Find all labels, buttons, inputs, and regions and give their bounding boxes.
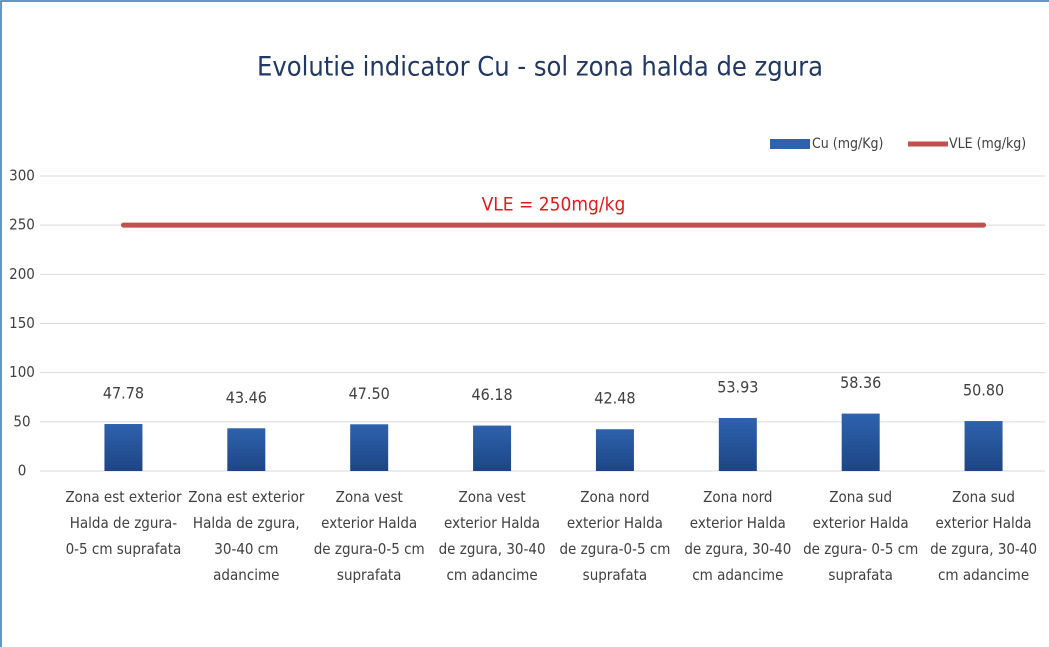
x-tick-label-line: de zgura- 0-5 cm (803, 540, 918, 558)
x-tick-label-line: 0-5 cm suprafata (66, 540, 182, 558)
x-tick-label-line: cm adancime (446, 566, 537, 584)
x-tick-label-line: exterior Halda (813, 514, 909, 532)
x-tick-label: Zona sud exterior Halda de zgura, 30-40 cm … (930, 488, 1037, 584)
x-tick-label-line: exterior Halda (444, 514, 540, 532)
y-tick-label: 200 (9, 265, 35, 283)
x-tick-label-line: exterior Halda (690, 514, 786, 532)
x-tick-label-line: de zgura, 30-40 (684, 540, 791, 558)
bar (964, 421, 1003, 471)
bar (841, 413, 880, 471)
x-tick-label-line: exterior Halda (567, 514, 663, 532)
bar (595, 429, 634, 471)
x-tick-label-line: Zona vest (336, 488, 403, 506)
x-tick-label-line: exterior Halda (936, 514, 1032, 532)
x-tick-label-line: suprafata (583, 566, 648, 584)
x-tick-label: Zona vest exterior Halda de zgura, 30-40 cm… (439, 488, 546, 584)
data-label: 46.18 (471, 385, 512, 404)
y-tick-label: 0 (18, 462, 27, 480)
bar (473, 425, 512, 471)
x-tick-label-line: Zona vest (458, 488, 525, 506)
x-tick-label-line: de zgura-0-5 cm (314, 540, 425, 558)
bar (350, 424, 389, 471)
data-label: 58.36 (840, 373, 881, 392)
chart-title: Evolutie indicator Cu - sol zona halda d… (257, 52, 823, 83)
data-label: 47.78 (103, 384, 144, 403)
x-tick-label-line: de zgura-0-5 cm (559, 540, 670, 558)
x-tick-label: Zona nord exterior Halda de zgura, 30-40 cm… (684, 488, 791, 584)
x-tick-label: Zona est exterior Halda de zgura- 0-5 cm s… (65, 488, 182, 558)
x-tick-label: Zona est exterior Halda de zgura, 30-40 cm… (188, 488, 305, 584)
x-tick-label-line: Zona nord (580, 488, 649, 506)
x-tick-label: Zona sud exterior Halda de zgura- 0-5 cm su… (803, 488, 918, 584)
data-label: 43.46 (226, 388, 267, 407)
x-tick-label-line: Zona nord (703, 488, 772, 506)
x-tick-label-line: de zgura, 30-40 (439, 540, 546, 558)
annotation: VLE = 250mg/kg (482, 194, 626, 216)
legend-label: VLE (mg/kg) (949, 136, 1026, 152)
legend-swatch (770, 139, 810, 149)
y-tick-label: 250 (9, 216, 35, 234)
legend-label: Cu (mg/Kg) (812, 136, 883, 152)
x-tick-label-line: 30-40 cm (214, 540, 278, 558)
data-label: 50.80 (963, 381, 1004, 400)
data-label: 47.50 (349, 384, 390, 403)
x-tick-label-line: cm adancime (938, 566, 1029, 584)
x-tick-label-line: Zona est exterior (188, 488, 305, 506)
x-tick-label-line: cm adancime (692, 566, 783, 584)
y-tick-label: 300 (9, 167, 35, 185)
x-tick-label-line: Zona est exterior (65, 488, 182, 506)
bar (718, 417, 757, 471)
y-tick-label: 100 (9, 363, 35, 381)
x-tick-label: Zona vest exterior Halda de zgura-0-5 cm su… (314, 488, 425, 584)
x-tick-label-line: Halda de zgura, (193, 514, 300, 532)
x-tick-label: Zona nord exterior Halda de zgura-0-5 cm su… (559, 488, 670, 584)
x-tick-label-line: de zgura, 30-40 (930, 540, 1037, 558)
data-label: 53.93 (717, 377, 758, 396)
bar (104, 424, 143, 471)
y-tick-label: 50 (13, 412, 30, 430)
x-tick-label-line: adancime (213, 566, 279, 584)
y-tick-label: 150 (9, 314, 35, 332)
data-label: 42.48 (594, 389, 635, 408)
x-tick-label-line: suprafata (337, 566, 402, 584)
x-tick-label-line: exterior Halda (321, 514, 417, 532)
x-tick-label-line: suprafata (828, 566, 893, 584)
x-tick-label-line: Halda de zgura- (70, 514, 177, 532)
x-tick-label-line: Zona sud (952, 488, 1015, 506)
x-tick-label-line: Zona sud (829, 488, 892, 506)
bar (227, 428, 266, 471)
